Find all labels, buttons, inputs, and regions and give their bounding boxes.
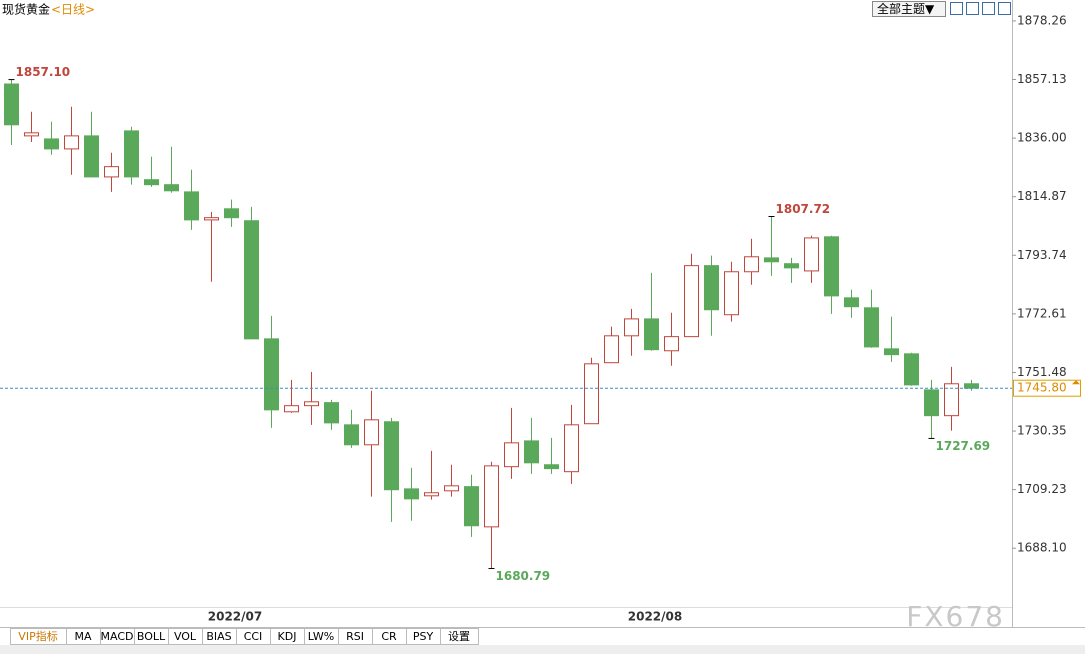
- current-price-label: 1745.80: [1017, 381, 1067, 395]
- candle-body: [424, 492, 439, 497]
- candle-body: [904, 353, 919, 386]
- candle-body: [744, 256, 759, 273]
- tab-label[interactable]: BIAS: [206, 630, 231, 643]
- candle-body: [384, 421, 399, 491]
- theme-label: 全部主题▼: [877, 1, 935, 16]
- candle-body: [144, 179, 159, 186]
- current-price-marker: [1072, 380, 1080, 385]
- y-tick-label: 1814.87: [1017, 189, 1067, 203]
- candle-body: [304, 401, 319, 407]
- annotation-label: 1807.72: [776, 202, 831, 216]
- tab-label[interactable]: LW%: [308, 630, 334, 643]
- status-strip: [0, 645, 1085, 654]
- y-tick-label: 1878.26: [1017, 13, 1067, 27]
- y-tick-label: 1730.35: [1017, 424, 1067, 438]
- tab-label[interactable]: VOL: [174, 630, 197, 643]
- y-tick-label: 1857.13: [1017, 72, 1067, 86]
- candle-body: [204, 217, 219, 221]
- current-price-box: [1013, 379, 1081, 397]
- candle-body: [564, 424, 579, 473]
- candle-body: [184, 191, 199, 221]
- chart-title: 现货黄金: [2, 2, 50, 17]
- candle-body: [324, 402, 339, 424]
- tab-label[interactable]: CR: [381, 630, 397, 643]
- tab-label[interactable]: KDJ: [278, 630, 297, 643]
- candle-body: [764, 257, 779, 263]
- candle-body: [664, 336, 679, 352]
- candle-body: [364, 419, 379, 446]
- tab-label[interactable]: BOLL: [137, 630, 166, 643]
- candle-body: [444, 485, 459, 492]
- theme-button[interactable]: [872, 1, 946, 17]
- watermark: FX678: [906, 600, 1005, 633]
- y-tick-label: 1709.23: [1017, 482, 1067, 496]
- candle-body: [964, 383, 979, 389]
- candle-body: [264, 338, 279, 411]
- candle-body: [64, 135, 79, 150]
- tab-label[interactable]: 设置: [448, 630, 470, 643]
- candle-body: [244, 220, 259, 340]
- y-tick-label: 1793.74: [1017, 248, 1067, 262]
- tab-label[interactable]: PSY: [413, 630, 434, 643]
- candle-body: [404, 488, 419, 500]
- candle-body: [704, 265, 719, 311]
- x-tick-label: 2022/07: [208, 610, 262, 624]
- annotation-label: 1857.10: [16, 65, 71, 79]
- candle-body: [84, 135, 99, 178]
- candle-body: [624, 318, 639, 337]
- candle-body: [824, 236, 839, 297]
- tab-label[interactable]: CCI: [244, 630, 263, 643]
- candle-body: [124, 130, 139, 178]
- tab-label[interactable]: VIP指标: [18, 629, 57, 643]
- candle-body: [884, 348, 899, 356]
- y-tick-label: 1751.48: [1017, 365, 1067, 379]
- candle-body: [224, 208, 239, 219]
- candle-body: [524, 440, 539, 464]
- x-tick-label: 2022/08: [628, 610, 682, 624]
- icon[interactable]: [982, 2, 995, 15]
- annotation-label: 1727.69: [936, 439, 991, 453]
- candle-body: [284, 405, 299, 413]
- candle-body: [104, 166, 119, 178]
- y-tick-label: 1772.61: [1017, 306, 1067, 320]
- candle-body: [464, 486, 479, 527]
- annotation-label: 1680.79: [496, 569, 551, 583]
- candle-body: [4, 83, 19, 126]
- candle-body: [584, 363, 599, 425]
- candle-body: [844, 297, 859, 308]
- icon[interactable]: [950, 2, 963, 15]
- tab[interactable]: [440, 628, 479, 645]
- tab-label[interactable]: MACD: [101, 630, 134, 643]
- candle-body: [24, 132, 39, 137]
- toolbar-icons: [950, 2, 1011, 15]
- candle-body: [44, 138, 59, 150]
- candle-body: [484, 465, 499, 528]
- candle-body: [924, 389, 939, 417]
- candle-body: [344, 424, 359, 446]
- candle-body: [644, 318, 659, 351]
- candle-body: [724, 271, 739, 316]
- y-tick-label: 1688.10: [1017, 541, 1067, 555]
- candle-body: [604, 335, 619, 364]
- tab-label[interactable]: MA: [74, 630, 91, 643]
- candle-body: [804, 237, 819, 272]
- y-tick-label: 1836.00: [1017, 131, 1067, 145]
- candle-body: [944, 383, 959, 417]
- icon[interactable]: [966, 2, 979, 15]
- candle-body: [504, 442, 519, 468]
- candle-body: [544, 464, 559, 470]
- candle-body: [784, 263, 799, 269]
- period[interactable]: <日线>: [51, 3, 95, 17]
- candle-body: [164, 184, 179, 192]
- tab-label[interactable]: RSI: [346, 630, 364, 643]
- icon[interactable]: [998, 2, 1011, 15]
- candle-body: [684, 265, 699, 338]
- candle-body: [864, 307, 879, 348]
